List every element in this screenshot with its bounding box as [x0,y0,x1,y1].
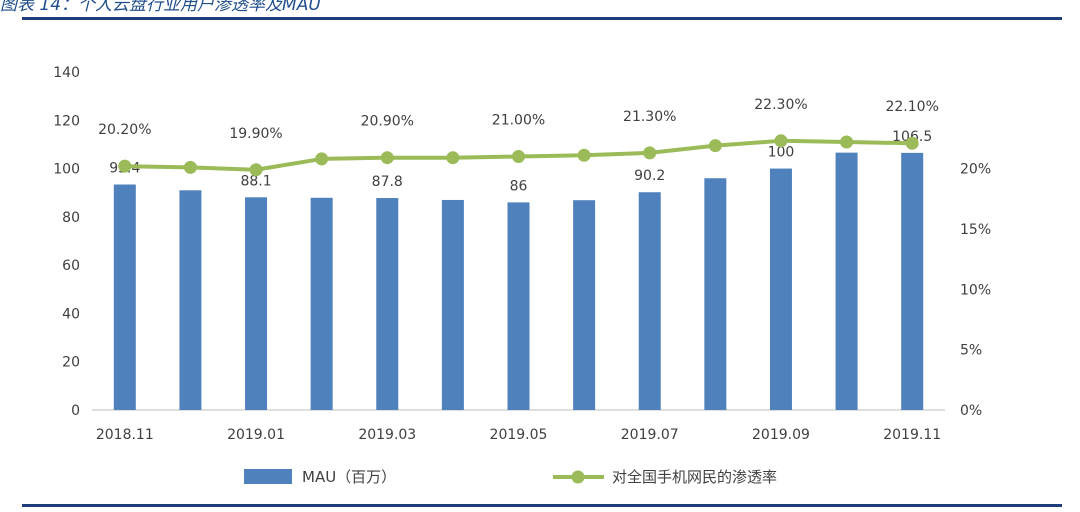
mau-bar-label: 90.2 [634,168,665,184]
y-left-tick-label: 40 [62,306,80,322]
top-rule [22,17,1062,20]
y-left-tick-label: 0 [71,403,80,419]
y-right-tick-label: 15% [960,222,991,238]
x-tick-label: 2019.01 [227,427,285,443]
x-tick-label: 2019.03 [358,427,416,443]
bottom-rule [22,504,1062,507]
mau-bar-label: 88.1 [240,173,271,189]
penetration-label: 20.20% [98,122,151,138]
penetration-point [577,148,591,162]
mau-bar-label: 100 [768,145,795,161]
mau-bar [638,192,661,410]
y-right-tick-label: 20% [960,162,991,178]
y-left-tick-label: 80 [62,210,80,226]
penetration-point [905,136,919,150]
legend-bar-label: MAU（百万） [302,468,396,486]
penetration-point [315,152,329,166]
y-right-tick-label: 0% [960,403,982,419]
penetration-point [249,163,263,177]
penetration-point [380,151,394,165]
mau-bar [835,152,858,410]
penetration-point [183,160,197,174]
x-tick-label: 2019.05 [490,427,548,443]
mau-bar [573,200,596,410]
mau-bar [179,190,202,410]
legend-line-marker [571,470,585,484]
y-left-tick-label: 100 [53,162,80,178]
penetration-point [708,139,722,153]
penetration-point [512,150,525,163]
penetration-point [643,146,657,160]
mau-bar [507,202,530,410]
mau-bar-label: 86 [510,178,528,194]
legend-bar-swatch [244,469,292,484]
y-left-tick-label: 20 [62,355,80,371]
penetration-point [446,151,460,165]
mau-bar [769,168,792,410]
mau-bar [704,178,727,410]
mau-bar [376,198,399,410]
penetration-label: 19.90% [229,126,282,142]
mau-bar [245,197,268,410]
mau-bar-label: 87.8 [372,174,403,190]
legend-line-label: 对全国手机网民的渗透率 [612,468,777,486]
penetration-point [118,159,132,173]
mau-bar [310,197,333,410]
y-right-tick-label: 5% [960,343,982,359]
penetration-label: 21.30% [623,109,676,125]
x-tick-label: 2019.11 [883,427,941,443]
penetration-label: 22.10% [885,99,938,115]
x-tick-label: 2018.11 [96,427,154,443]
x-tick-label: 2019.09 [752,427,810,443]
mau-bar [441,199,464,410]
penetration-label: 22.30% [754,97,807,113]
y-left-tick-label: 60 [62,258,80,274]
figure-caption: 图表 14：个人云盘行业用户渗透率及MAU [0,0,321,15]
penetration-label: 21.00% [492,113,545,129]
mau-bar [901,152,924,410]
y-left-tick-label: 140 [53,65,80,81]
x-tick-label: 2019.07 [621,427,679,443]
penetration-point [774,134,788,148]
y-right-tick-label: 10% [960,282,991,298]
penetration-point [840,135,854,149]
penetration-label: 20.90% [361,114,414,130]
mau-bar [113,184,136,410]
y-left-tick-label: 120 [53,113,80,129]
